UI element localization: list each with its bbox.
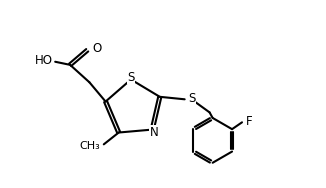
Text: O: O [93,42,102,55]
Text: HO: HO [35,54,53,67]
Text: F: F [246,114,252,128]
Text: S: S [127,70,135,83]
Text: N: N [149,126,158,139]
Text: S: S [188,92,195,105]
Text: CH₃: CH₃ [79,141,100,151]
